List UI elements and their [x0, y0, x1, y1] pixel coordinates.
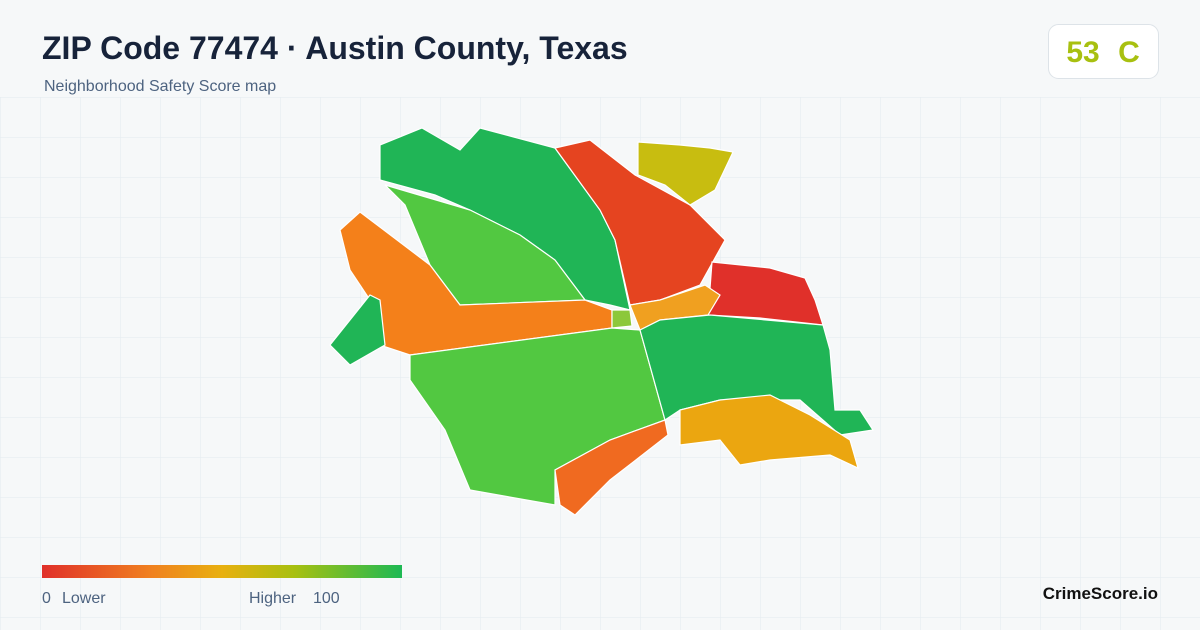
- region: [379, 127, 631, 311]
- score-value: 53: [1066, 36, 1099, 69]
- legend-max-label: Higher: [249, 590, 297, 607]
- legend-min-label: Lower: [62, 590, 106, 607]
- brand: CrimeScore.io: [1043, 584, 1158, 603]
- legend-min: 0: [42, 590, 51, 607]
- legend-max: 100: [313, 590, 340, 607]
- map: [329, 127, 875, 516]
- region: [637, 141, 734, 206]
- score-grade: C: [1118, 36, 1140, 69]
- region: [553, 139, 726, 306]
- region: [611, 309, 633, 329]
- title: ZIP Code 77474 · Austin County, Texas: [42, 30, 628, 66]
- region: [329, 294, 386, 366]
- legend-gradient: [42, 565, 402, 578]
- score-box: [1048, 24, 1159, 79]
- subtitle: Neighborhood Safety Score map: [44, 78, 276, 95]
- region: [554, 419, 669, 516]
- region: [679, 394, 859, 470]
